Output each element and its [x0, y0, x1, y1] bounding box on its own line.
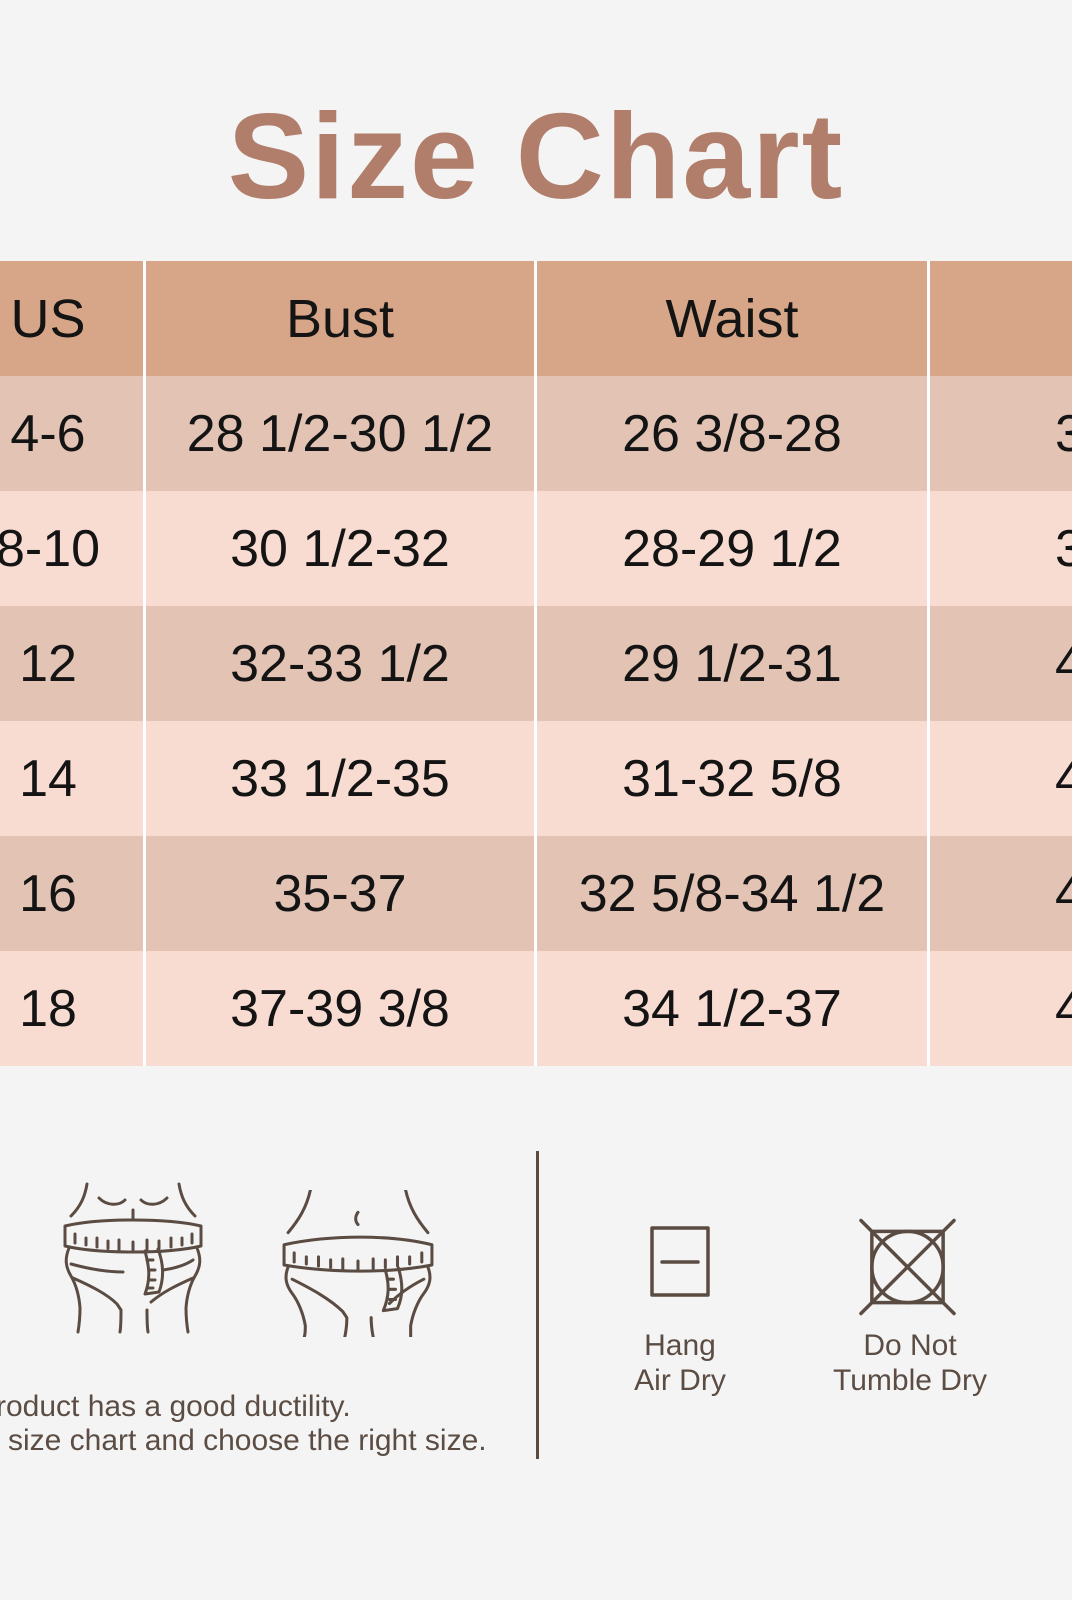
page-title: Size Chart: [227, 88, 845, 224]
hang-air-dry-label-line1: Hang: [644, 1329, 716, 1362]
cell-bust: 37-39 3/8: [146, 951, 534, 1066]
hang-air-dry-label: Hang Air Dry: [590, 1328, 770, 1398]
do-not-tumble-dry-label-line1: Do Not: [863, 1329, 957, 1362]
cell-waist: 29 1/2-31: [537, 606, 927, 721]
cell-bust: 33 1/2-35: [146, 721, 534, 836]
cell-bust: 32-33 1/2: [146, 606, 534, 721]
cell-hip-partial: 4: [930, 721, 1072, 836]
cell-bust: 28 1/2-30 1/2: [146, 376, 534, 491]
size-chart-grid: US Bust Waist 4-6 28 1/2-30 1/2 26 3/8-2…: [0, 261, 1072, 1066]
cell-us: 18: [0, 951, 143, 1066]
cell-bust: 30 1/2-32: [146, 491, 534, 606]
cell-waist: 32 5/8-34 1/2: [537, 836, 927, 951]
do-not-tumble-dry-label: Do Not Tumble Dry: [800, 1328, 1020, 1398]
hang-dry-square-icon: [650, 1226, 710, 1297]
cell-us: 16: [0, 836, 143, 951]
header-cell-bust: Bust: [146, 261, 534, 376]
cell-bust: 35-37: [146, 836, 534, 951]
cell-hip-partial: 3: [930, 491, 1072, 606]
size-chart-table: US Bust Waist 4-6 28 1/2-30 1/2 26 3/8-2…: [0, 261, 1072, 1066]
header-cell-hip: [930, 261, 1072, 376]
do-not-tumble-dry-label-line2: Tumble Dry: [833, 1364, 987, 1397]
cell-waist: 34 1/2-37: [537, 951, 927, 1066]
cell-us: 14: [0, 721, 143, 836]
footer-note-line1: roduct has a good ductility.: [0, 1390, 351, 1423]
waist-measuring-tape-illustration: [63, 1182, 203, 1334]
footer-divider-line: [536, 1151, 539, 1459]
hang-air-dry-label-line2: Air Dry: [634, 1364, 726, 1397]
cell-hip-partial: 4: [930, 606, 1072, 721]
cell-waist: 28-29 1/2: [537, 491, 927, 606]
header-cell-us: US: [0, 261, 143, 376]
cell-us: 12: [0, 606, 143, 721]
header-cell-waist: Waist: [537, 261, 927, 376]
cell-waist: 26 3/8-28: [537, 376, 927, 491]
hips-measuring-tape-illustration: [282, 1190, 434, 1337]
cell-us: 4-6: [0, 376, 143, 491]
footer-note-line2: size chart and choose the right size.: [8, 1424, 487, 1457]
cell-hip-partial: 4: [930, 836, 1072, 951]
do-not-tumble-dry-icon: [859, 1218, 956, 1316]
cell-hip-partial: 3: [930, 376, 1072, 491]
cell-waist: 31-32 5/8: [537, 721, 927, 836]
cell-us: 8-10: [0, 491, 143, 606]
cell-hip-partial: 4: [930, 951, 1072, 1066]
